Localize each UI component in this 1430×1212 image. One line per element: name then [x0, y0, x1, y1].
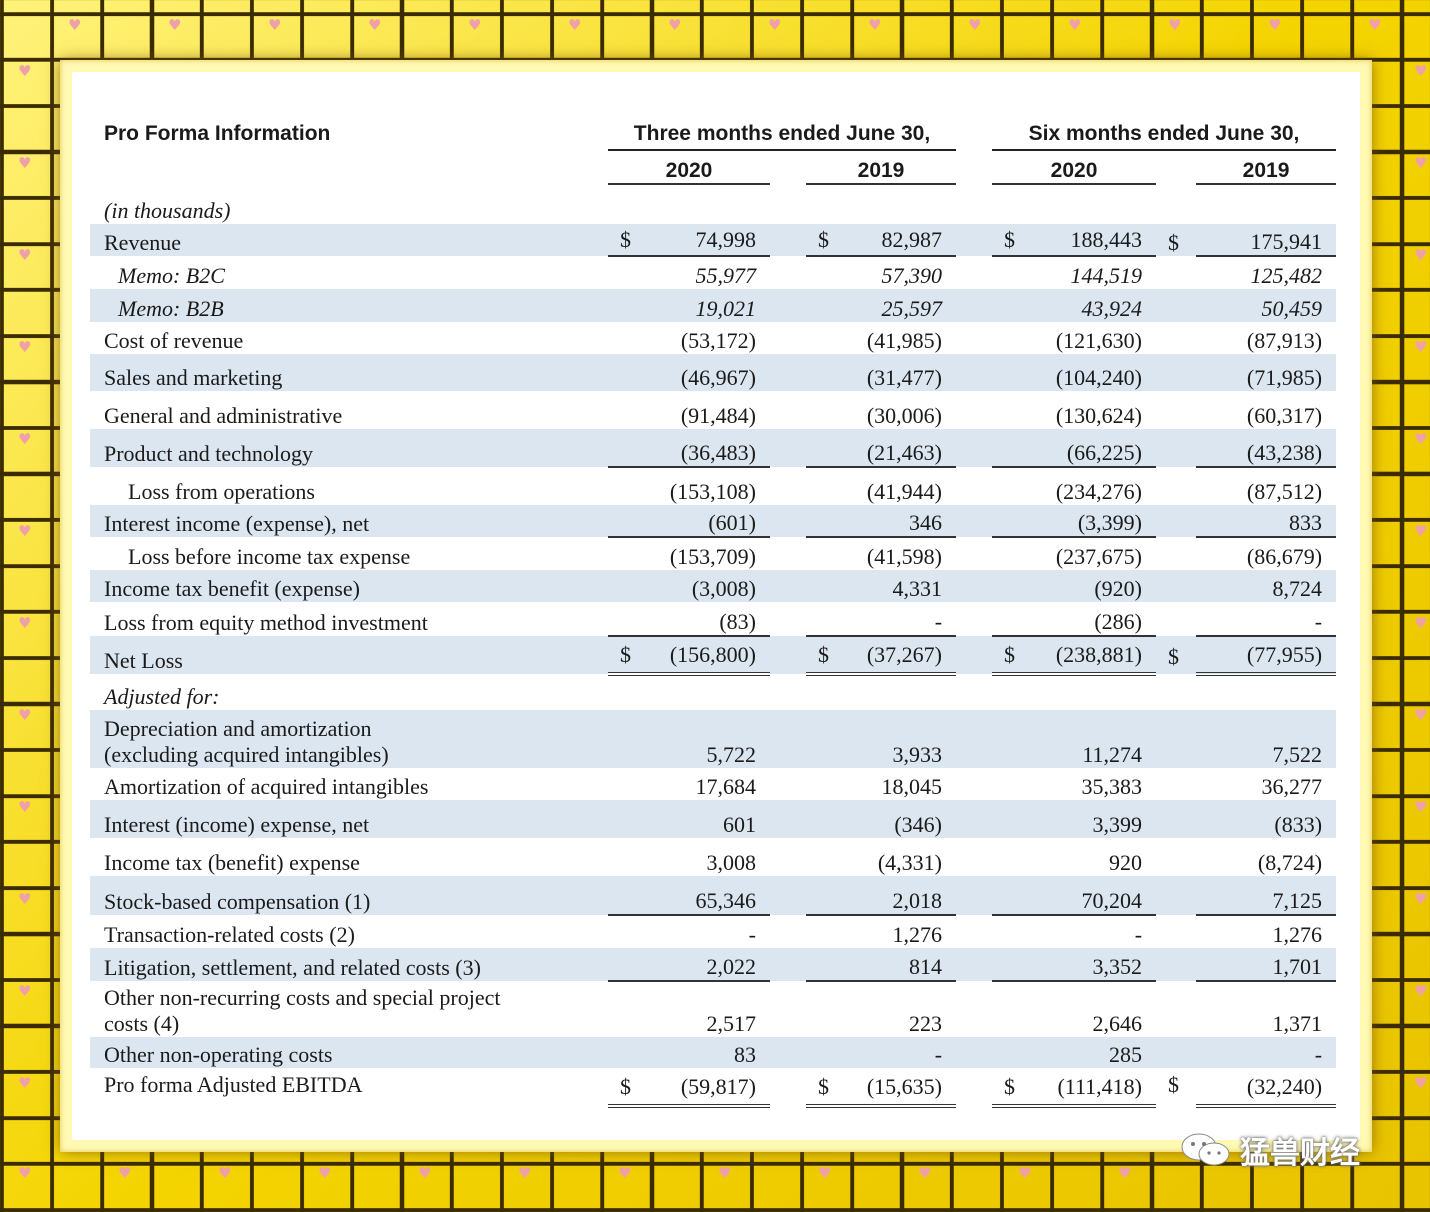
- pro-forma-table: Pro Forma Information Three months ended…: [90, 110, 1337, 1108]
- currency-symbol: $: [620, 1074, 631, 1099]
- wechat-icon: [1181, 1133, 1230, 1166]
- table-row: Transaction-related costs (2) - 1,276 - …: [104, 922, 1323, 947]
- document-page: Pro Forma Information Three months ended…: [72, 72, 1360, 1140]
- currency-symbol: $: [1156, 224, 1197, 256]
- table-row: Amortization of acquired intangibles 17,…: [104, 774, 1323, 799]
- table-row: Sales and marketing (46,967) (31,477) (1…: [90, 354, 1337, 391]
- adjusted-for-heading: Adjusted for:: [104, 684, 220, 709]
- table-row: Income tax (benefit) expense 3,008 (4,33…: [104, 850, 1323, 875]
- header-rule-row: [90, 146, 1337, 151]
- table-row: Interest (income) expense, net 601 (346)…: [90, 800, 1337, 838]
- watermark-text: 猛兽财经: [1240, 1136, 1360, 1171]
- unit-note-row: (in thousands): [90, 184, 1336, 224]
- table-row: Other non-operating costs 83 - 285 -: [90, 1037, 1337, 1068]
- picture-frame: Pro Forma Information Three months ended…: [60, 60, 1372, 1152]
- six-months-header: Six months ended June 30,: [1028, 122, 1300, 145]
- table-row: Net Loss $ (156,800) $ (37,267) $ (238,881)…: [90, 636, 1337, 676]
- table-row: Memo: B2C 55,977 57,390 144,519 125,482: [118, 263, 1323, 288]
- table-row: Pro forma Adjusted EBITDA $ (59,817) $ (15…: [90, 1068, 1337, 1108]
- table-title: Pro Forma Information: [104, 122, 331, 145]
- table-row: Product and technology (36,483) (21,463)…: [90, 429, 1337, 468]
- table-row: Depreciation and amortization (excluding …: [90, 710, 1337, 768]
- left-heart-border: ♥ ♥ ♥ ♥ ♥ ♥ ♥ ♥ ♥ ♥ ♥ ♥: [18, 62, 32, 1092]
- currency-symbol: $: [620, 227, 631, 252]
- watermark: 猛兽财经: [1180, 1128, 1360, 1172]
- table-row: General and administrative (91,484) (30,…: [104, 403, 1323, 428]
- table-row: Cost of revenue (53,172) (41,985) (121,6…: [104, 328, 1323, 353]
- three-months-header: Three months ended June 30,: [633, 122, 931, 145]
- year-col-2: 2019: [806, 150, 957, 185]
- table-row: Stock-based compensation (1) 65,346 2,01…: [90, 876, 1337, 916]
- bottom-heart-border: ♥ ♥ ♥ ♥ ♥ ♥ ♥ ♥ ♥ ♥ ♥ ♥: [18, 1164, 1132, 1182]
- year-col-4: 2019: [1196, 150, 1337, 185]
- table-row: Loss from equity method investment (83) …: [90, 602, 1337, 637]
- currency-symbol: $: [1004, 642, 1016, 667]
- table-row: Interest income (expense), net (601) 346…: [90, 505, 1337, 538]
- table-row: Loss from operations (153,108) (41,944) …: [128, 479, 1323, 504]
- currency-symbol: $: [1004, 227, 1016, 252]
- table-row: Revenue $74,998 $82,987 $188,443 $ 175,9…: [90, 224, 1337, 257]
- unit-note: (in thousands): [104, 198, 231, 223]
- currency-symbol: $: [1168, 1072, 1180, 1097]
- currency-symbol: $: [1004, 1074, 1016, 1099]
- currency-symbol: $: [1156, 636, 1197, 674]
- top-heart-border: ♥ ♥ ♥ ♥ ♥ ♥ ♥ ♥ ♥ ♥ ♥ ♥ ♥ ♥: [68, 16, 1382, 34]
- table-row: Other non-recurring costs and special pr…: [104, 985, 1323, 1036]
- section-heading-row: Adjusted for:: [90, 674, 1336, 710]
- currency-symbol: $: [818, 1074, 829, 1099]
- table-row: Loss before income tax expense (153,709)…: [128, 544, 1323, 569]
- table-row: Litigation, settlement, and related cost…: [90, 948, 1337, 982]
- table-row: Memo: B2B 19,021 25,597 43,924 50,459: [90, 289, 1337, 322]
- currency-symbol: $: [818, 227, 829, 252]
- table-row: Income tax benefit (expense) (3,008) 4,3…: [90, 570, 1337, 602]
- right-heart-border: ♥ ♥ ♥ ♥ ♥ ♥ ♥ ♥ ♥ ♥ ♥ ♥: [1414, 62, 1428, 1092]
- header-row-years: 2020 2019 2020 2019: [90, 150, 1337, 185]
- year-col-3: 2020: [992, 150, 1157, 185]
- currency-symbol: $: [818, 642, 829, 667]
- year-col-1: 2020: [608, 150, 770, 185]
- currency-symbol: $: [620, 642, 631, 667]
- header-row-groups: Pro Forma Information Three months ended…: [90, 110, 1336, 146]
